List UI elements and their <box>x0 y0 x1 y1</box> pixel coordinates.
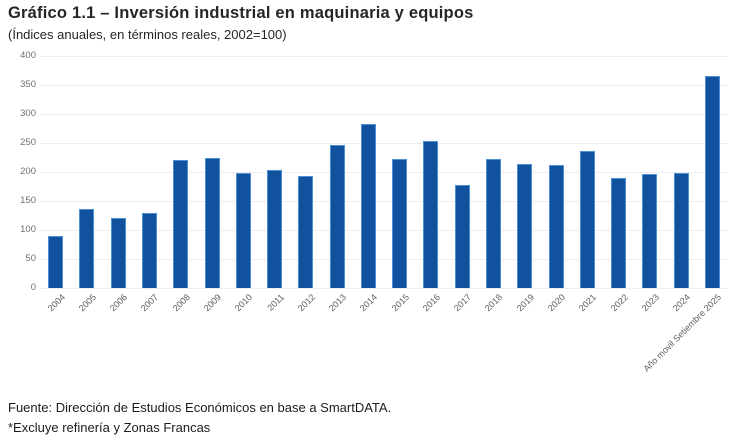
bar-2008 <box>173 160 188 288</box>
y-axis-tick-label: 150 <box>20 195 36 206</box>
y-axis-tick-label: 250 <box>20 137 36 148</box>
bar-2004 <box>48 236 63 288</box>
bar-2014 <box>361 124 376 288</box>
x-axis-tick-label: 2015 <box>389 292 412 314</box>
x-axis-tick-label: 2009 <box>201 292 224 314</box>
y-axis-tick-label: 200 <box>20 166 36 177</box>
gridline <box>40 259 728 260</box>
gridline <box>40 172 728 173</box>
x-axis-tick-label: 2012 <box>295 292 318 314</box>
x-axis-tick-label: 2005 <box>76 292 99 314</box>
y-axis-tick-label: 0 <box>30 282 36 293</box>
x-axis-tick-label: 2021 <box>576 292 599 314</box>
y-axis-tick-label: 350 <box>20 79 36 90</box>
gridline <box>40 201 728 202</box>
chart-title: Gráfico 1.1 – Inversión industrial en ma… <box>8 4 474 22</box>
bar-2017 <box>455 185 470 288</box>
gridline <box>40 56 728 57</box>
y-axis-tick-label: 400 <box>20 50 36 61</box>
chart-subtitle: (Índices anuales, en términos reales, 20… <box>8 27 287 42</box>
bar-2022 <box>611 178 626 288</box>
x-axis-tick-label: 2022 <box>608 292 631 314</box>
x-axis-tick-label: 2007 <box>138 292 161 314</box>
x-axis-tick-label: 2006 <box>107 292 130 314</box>
bar-2012 <box>298 176 313 288</box>
x-axis-tick-label: 2017 <box>451 292 474 314</box>
x-axis-tick-label: 2011 <box>265 292 287 313</box>
bar-2018 <box>486 159 501 288</box>
bar-2024 <box>674 173 689 288</box>
x-axis-tick-label: 2016 <box>420 292 443 314</box>
x-axis-tick-label: 2020 <box>545 292 568 314</box>
bar-2007 <box>142 213 157 288</box>
bar-2006 <box>111 218 126 288</box>
bar-2005 <box>79 209 94 288</box>
bar-2016 <box>423 141 438 288</box>
x-axis-tick-label: 2014 <box>357 292 380 314</box>
y-axis-tick-label: 100 <box>20 224 36 235</box>
gridline <box>40 288 728 289</box>
gridline <box>40 114 728 115</box>
x-axis-tick-label: 2019 <box>514 292 537 314</box>
x-axis-tick-label: 2013 <box>326 292 349 314</box>
source-note: Fuente: Dirección de Estudios Económicos… <box>8 400 392 415</box>
gridline <box>40 230 728 231</box>
x-axis-tick-label: 2024 <box>670 292 693 314</box>
gridline <box>40 85 728 86</box>
bar-2011 <box>267 170 282 288</box>
x-axis-tick-label: 2010 <box>232 292 255 314</box>
bar-2015 <box>392 159 407 288</box>
y-axis-tick-label: 300 <box>20 108 36 119</box>
x-axis-tick-label: 2023 <box>639 292 662 314</box>
x-axis-tick-label: 2008 <box>170 292 193 314</box>
bar-2010 <box>236 173 251 288</box>
x-axis-tick-label: 2018 <box>482 292 505 314</box>
footnote: *Excluye refinería y Zonas Francas <box>8 420 211 435</box>
bar-2020 <box>549 165 564 288</box>
bar-2023 <box>642 174 657 288</box>
bar-chart-plot-area: 0 50 100 150 200 250 300 350 400 2004 2005 2006 2007… <box>20 50 728 374</box>
gridline <box>40 143 728 144</box>
bar-2009 <box>205 158 220 288</box>
bar-2021 <box>580 151 595 288</box>
x-axis-tick-label: 2004 <box>45 292 68 314</box>
y-axis-tick-label: 50 <box>25 253 36 264</box>
bar-2019 <box>517 164 532 288</box>
bar-año-movil-setiembre-2025 <box>705 76 720 288</box>
bar-2013 <box>330 145 345 288</box>
